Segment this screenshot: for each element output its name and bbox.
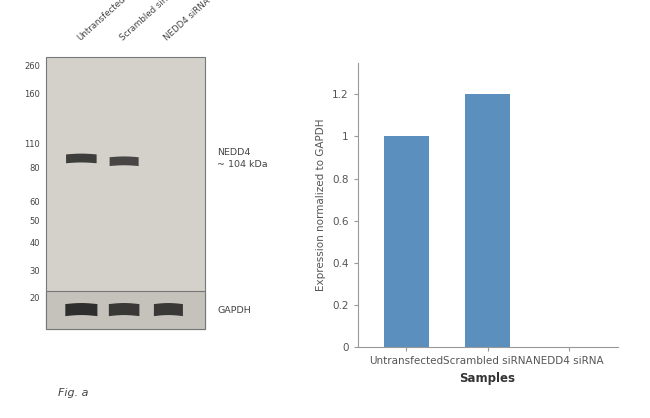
Polygon shape [154, 303, 183, 316]
Text: GAPDH: GAPDH [217, 306, 251, 315]
Polygon shape [65, 303, 98, 316]
Text: NEDD4
~ 104 kDa: NEDD4 ~ 104 kDa [217, 148, 268, 169]
Bar [46, 291, 205, 329]
Text: 160: 160 [24, 90, 40, 99]
X-axis label: Samples: Samples [460, 372, 515, 385]
Text: 40: 40 [29, 239, 40, 247]
Text: Untransfected: Untransfected [75, 0, 127, 43]
Text: Scrambled siRNA: Scrambled siRNA [118, 0, 179, 43]
Text: 60: 60 [29, 199, 40, 207]
Polygon shape [66, 154, 97, 163]
Text: 20: 20 [29, 293, 40, 303]
Text: Fig. a: Fig. a [58, 387, 89, 398]
Text: 110: 110 [24, 140, 40, 149]
Polygon shape [109, 303, 139, 316]
Bar [46, 56, 205, 329]
Polygon shape [110, 156, 138, 166]
Y-axis label: Expression normalized to GAPDH: Expression normalized to GAPDH [317, 119, 326, 291]
Bar [465, 94, 510, 347]
Bar [384, 136, 428, 347]
Text: 80: 80 [29, 164, 40, 173]
Text: NEDD4 siRNA: NEDD4 siRNA [162, 0, 212, 43]
Text: 50: 50 [29, 217, 40, 226]
Text: 260: 260 [24, 62, 40, 71]
Text: 30: 30 [29, 267, 40, 276]
